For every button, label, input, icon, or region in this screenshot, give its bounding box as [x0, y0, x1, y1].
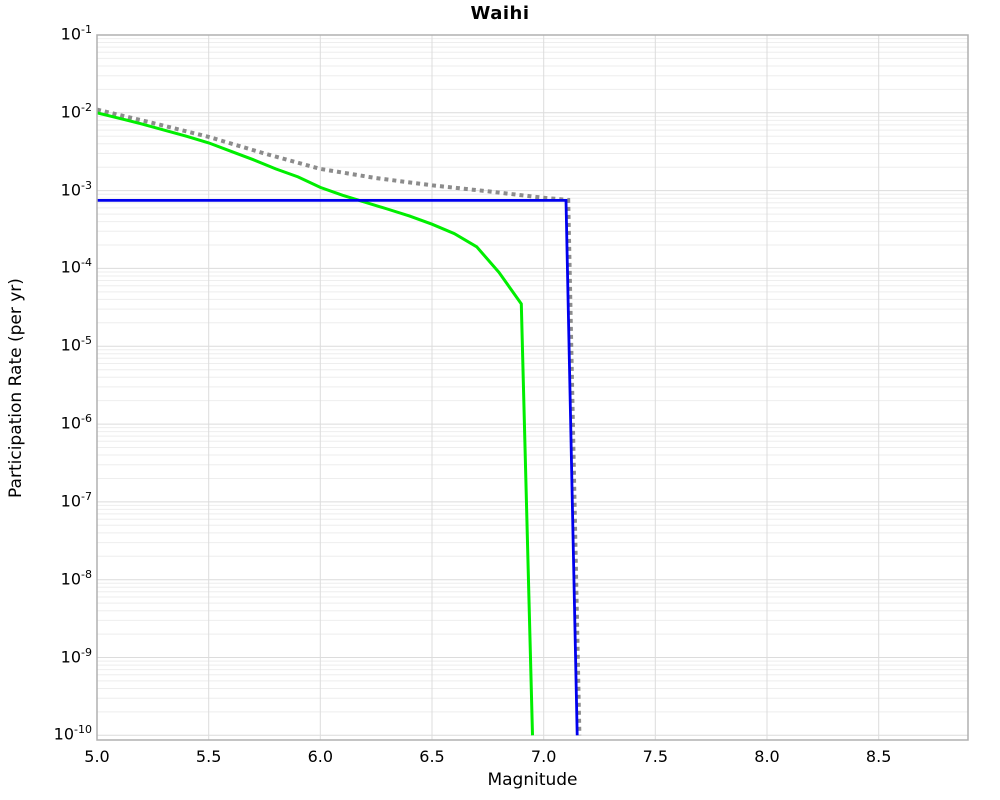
y-tick-label: 10-1 — [60, 23, 92, 44]
y-tick-label: 10-5 — [60, 334, 92, 355]
chart-title: Waihi — [470, 3, 530, 24]
series-gray-dotted — [97, 107, 582, 736]
x-tick-label: 6.0 — [307, 747, 334, 766]
x-tick-label: 8.5 — [865, 747, 892, 766]
x-tick-label: 5.5 — [195, 747, 222, 766]
x-tick-label: 8.0 — [754, 747, 780, 766]
y-tick-label: 10-3 — [60, 178, 92, 200]
y-tick-label: 10-4 — [60, 256, 92, 277]
y-tick-label: 10-10 — [53, 723, 92, 744]
y-tick-label: 10-2 — [60, 101, 92, 122]
x-tick-label: 7.5 — [642, 747, 669, 766]
x-tick-label: 7.0 — [530, 747, 557, 766]
series-blue-solid — [97, 198, 579, 736]
y-tick-label: 10-8 — [60, 567, 92, 589]
plot-background — [97, 35, 968, 740]
y-tick-label: 10-6 — [60, 412, 92, 433]
y-tick-label: 10-7 — [60, 490, 92, 511]
x-tick-label: 6.5 — [419, 747, 445, 766]
plot-frame — [96, 34, 969, 741]
series-green-solid — [97, 111, 534, 736]
x-tick-label: 5.0 — [84, 747, 110, 766]
y-tick-label: 10-9 — [60, 645, 92, 667]
x-axis-label: Magnitude — [487, 770, 578, 790]
